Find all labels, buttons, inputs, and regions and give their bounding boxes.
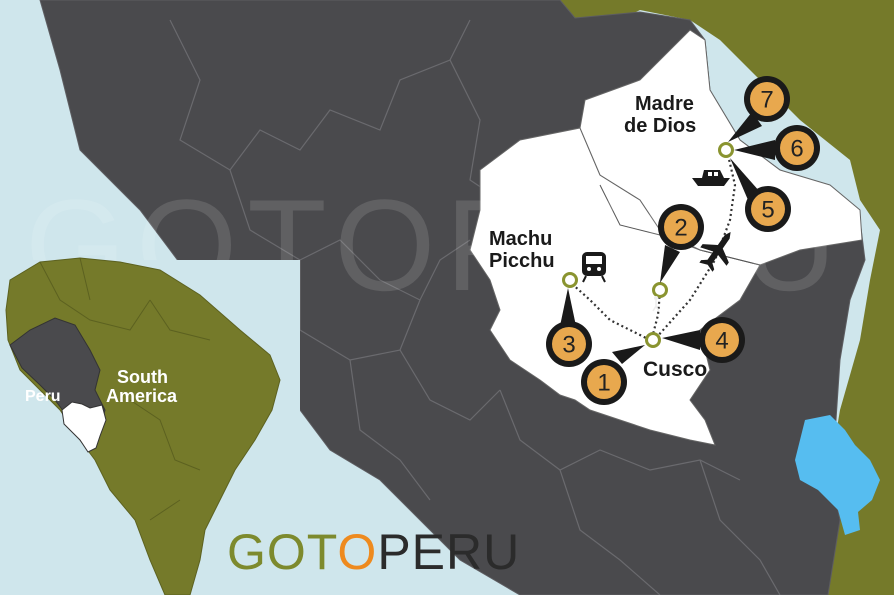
boat-icon [692, 170, 730, 186]
marker-4-label: 4 [715, 328, 728, 355]
route-cusco-madre-de-dios [655, 154, 737, 339]
machu-picchu-dot [562, 272, 578, 288]
inset-continent-label-1: South [117, 367, 168, 387]
marker-7[interactable]: 7 [728, 76, 790, 142]
machu-picchu-label-2: Picchu [489, 250, 555, 272]
machu-picchu-label-1: Machu [489, 228, 552, 250]
marker-5[interactable]: 5 [730, 158, 791, 232]
logo-part-peru: PERU [377, 524, 520, 580]
marker-2-label: 2 [674, 215, 687, 242]
inset-country-label: Peru [25, 388, 61, 405]
route-cusco-machu-picchu [569, 281, 651, 341]
madre-de-dios-dot [718, 142, 734, 158]
marker-5-label: 5 [761, 197, 774, 224]
marker-4[interactable]: 4 [662, 317, 745, 363]
marker-2[interactable]: 2 [658, 204, 704, 283]
cusco-dot [645, 332, 661, 348]
hiker-icon [652, 296, 660, 312]
inset-map: Peru South America [0, 257, 300, 595]
marker-6-label: 6 [790, 136, 803, 163]
marker-1-label: 1 [597, 370, 610, 397]
routes [569, 154, 737, 341]
marker-1[interactable]: 1 [581, 345, 645, 405]
location-dots [562, 142, 734, 348]
madre-de-dios-label-1: Madre [635, 93, 694, 115]
logo-part-got: GOT [227, 524, 337, 580]
airport-dot [652, 282, 668, 298]
marker-3-label: 3 [562, 332, 575, 359]
logo-part-o: O [337, 524, 377, 580]
marker-6[interactable]: 6 [734, 125, 820, 171]
inset-route-area [61, 401, 107, 453]
marker-3[interactable]: 3 [546, 288, 592, 367]
marker-7-label: 7 [760, 87, 773, 114]
train-icon [582, 252, 606, 283]
inset-continent-label-2: America [106, 386, 178, 406]
gotoperu-logo: GOTOPERU [227, 524, 520, 580]
madre-de-dios-label-2: de Dios [624, 115, 696, 137]
inset-borders [39, 257, 211, 521]
lake-titicaca [795, 415, 880, 535]
airplane-icon [699, 231, 731, 272]
neighbor-country-east [560, 0, 894, 595]
cusco-label: Cusco [643, 358, 707, 381]
